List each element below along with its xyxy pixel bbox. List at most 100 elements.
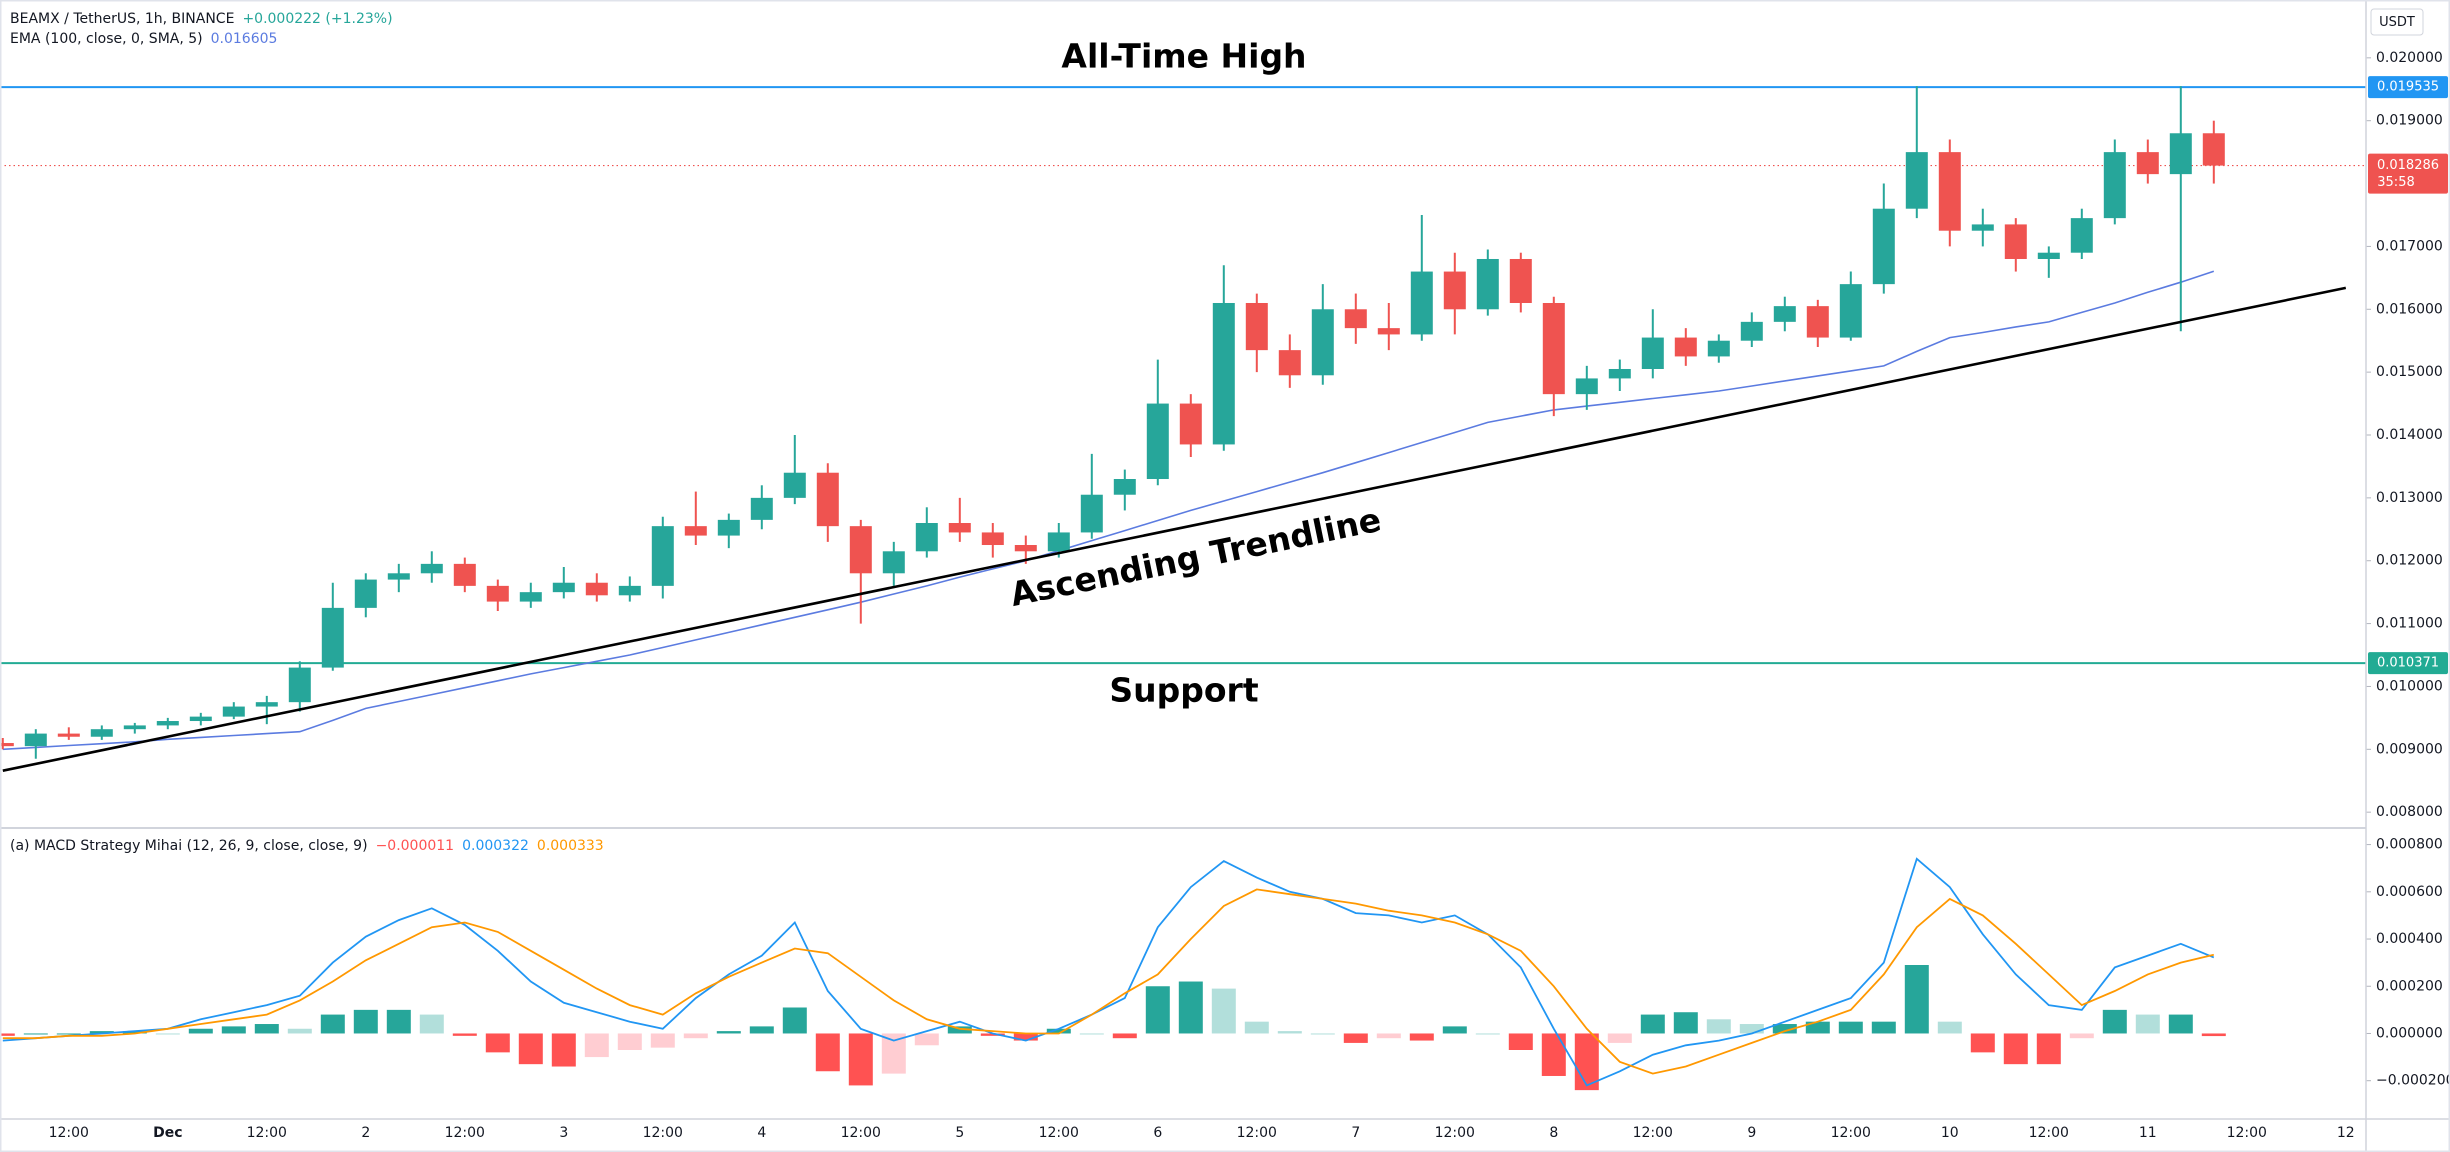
level-price-box: [2368, 652, 2448, 675]
macd-value: 0.000322: [462, 838, 529, 854]
x-tick-label: 4: [757, 1125, 766, 1141]
candle-body: [1443, 271, 1466, 310]
candle-body: [1806, 306, 1829, 338]
y-tick-label: 0.008000: [2376, 804, 2443, 820]
histogram-bar: [188, 1028, 213, 1034]
candle-body: [354, 579, 377, 608]
candle-body: [1179, 403, 1202, 445]
histogram-bar: [2036, 1033, 2061, 1065]
histogram-bar: [1607, 1033, 1632, 1043]
candle-body: [1872, 208, 1895, 285]
candle-body: [2037, 252, 2060, 259]
candle-body: [1080, 494, 1103, 533]
ema-value: 0.016605: [210, 31, 278, 47]
histogram-bar: [1475, 1033, 1500, 1035]
currency: USDT: [2379, 15, 2415, 30]
last-price-box: [2368, 153, 2448, 194]
candle-body: [816, 472, 839, 527]
histogram-bar: [452, 1033, 477, 1036]
histogram-bar: [320, 1014, 345, 1034]
histogram-bar: [1838, 1021, 1863, 1034]
level-annotation: All-Time High: [1061, 37, 1306, 76]
candle-body: [1344, 309, 1367, 329]
candle-body: [1575, 378, 1598, 395]
candle-body: [1014, 545, 1037, 552]
histogram-bar: [1178, 981, 1203, 1034]
candle-body: [1212, 302, 1235, 445]
histogram-bar: [1871, 1021, 1896, 1034]
histogram-bar: [122, 1031, 147, 1034]
histogram-bar: [23, 1033, 48, 1035]
histogram-bar: [2069, 1033, 2094, 1039]
last-price-label: 0.018286: [2377, 158, 2439, 173]
y-tick-label: 0.013000: [2376, 490, 2443, 506]
histogram-bar: [1046, 1028, 1071, 1034]
candle-body: [519, 592, 542, 602]
histogram-bar: [716, 1031, 741, 1034]
y-tick-label: 0.010000: [2376, 678, 2443, 694]
candle-body: [618, 585, 641, 596]
y-tick-label: 0.000600: [2376, 884, 2443, 900]
x-tick-label: 12: [2337, 1125, 2355, 1141]
symbol-title[interactable]: BEAMX / TetherUS, 1h, BINANCE: [10, 11, 235, 27]
histogram-bar: [1145, 986, 1170, 1034]
histogram-bar: [1904, 965, 1929, 1034]
histogram-bar: [1574, 1033, 1599, 1091]
histogram-bar: [1442, 1026, 1467, 1034]
candle-body: [1608, 368, 1631, 379]
candle-body: [2169, 133, 2192, 175]
level-annotation: Support: [1109, 671, 1258, 710]
candle-body: [849, 526, 872, 574]
histogram-bar: [683, 1033, 708, 1039]
candle-body: [684, 526, 707, 536]
y-tick-label: 0.000400: [2376, 931, 2443, 947]
histogram-bar: [221, 1026, 246, 1034]
candle-body: [1509, 258, 1532, 303]
histogram-bar: [947, 1026, 972, 1034]
y-tick-label: 0.020000: [2376, 50, 2443, 66]
histogram-bar: [1277, 1031, 1302, 1034]
macd-title[interactable]: (a) MACD Strategy Mihai (12, 26, 9, clos…: [10, 838, 368, 854]
candle-body: [156, 721, 179, 726]
macd-line: [2, 857, 2215, 1087]
candle-body: [1839, 284, 1862, 338]
histogram-bar: [1508, 1033, 1533, 1050]
candle-body: [1674, 337, 1697, 357]
histogram-bar: [1409, 1033, 1434, 1041]
candle-body: [387, 573, 410, 580]
candle-body: [1740, 321, 1763, 341]
x-tick-label: 12:00: [247, 1125, 287, 1141]
level-price-label: 0.019535: [2377, 80, 2439, 95]
candle-body: [1542, 302, 1565, 395]
histogram-bar: [1079, 1033, 1104, 1035]
candle-body: [2136, 152, 2159, 175]
candle-body: [1938, 152, 1961, 231]
x-tick-label: 12:00: [1831, 1125, 1871, 1141]
candle-body: [1971, 224, 1994, 231]
candle-body: [1311, 309, 1334, 376]
histogram-bar: [1310, 1033, 1335, 1035]
candle-body: [1377, 328, 1400, 335]
candle-body: [1641, 337, 1664, 369]
histogram-bar: [650, 1033, 675, 1048]
candle-body: [882, 551, 905, 574]
countdown-label: 35:58: [2377, 175, 2414, 190]
histogram-bar: [584, 1033, 609, 1058]
histogram-bar: [1211, 988, 1236, 1034]
candle-body: [1476, 258, 1499, 310]
ema-name[interactable]: EMA (100, close, 0, SMA, 5): [10, 31, 203, 47]
currency-box[interactable]: [2370, 8, 2424, 36]
x-tick-label: 12:00: [445, 1125, 485, 1141]
y-tick-label: 0.015000: [2376, 364, 2443, 380]
x-tick-label: 12:00: [2029, 1125, 2069, 1141]
candle-body: [2070, 218, 2093, 253]
x-tick-label: 9: [1747, 1125, 1756, 1141]
x-tick-label: 12:00: [1039, 1125, 1079, 1141]
candle-body: [1047, 532, 1070, 552]
candle-body: [717, 519, 740, 536]
candle-body: [1245, 302, 1268, 351]
histogram-bar: [1970, 1033, 1995, 1053]
x-tick-label: Dec: [153, 1125, 182, 1141]
candle-body: [1113, 479, 1136, 495]
